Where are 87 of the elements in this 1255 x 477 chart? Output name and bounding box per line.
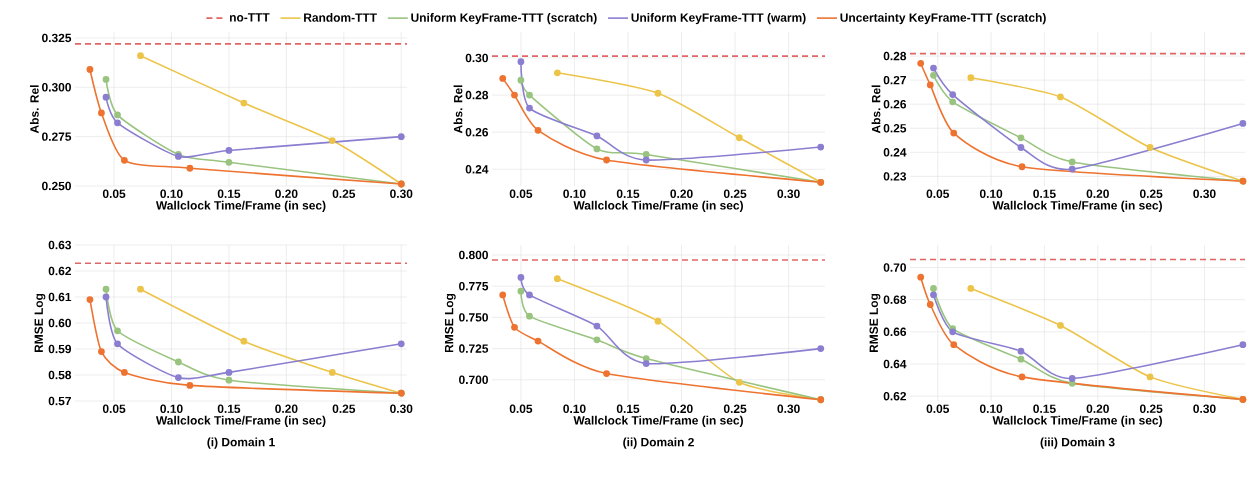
x-tick-label: 0.15 <box>1033 189 1056 198</box>
y-tick-label: 0.26 <box>465 127 489 137</box>
x-tick-label: 0.10 <box>563 189 586 198</box>
y-tick-label: 0.750 <box>459 313 488 322</box>
x-tick-label: 0.30 <box>390 404 413 414</box>
x-tick-label: 0.15 <box>217 189 241 198</box>
x-tick-label: 0.05 <box>509 404 533 413</box>
x-tick-label: 0.10 <box>563 404 586 413</box>
x-tick-label: 0.05 <box>102 189 126 198</box>
y-tick-label: 0.70 <box>883 263 906 272</box>
y-tick-label: 0.28 <box>465 90 489 100</box>
y-tick-label: 0.28 <box>883 51 907 61</box>
x-tick-label: 0.05 <box>102 404 126 413</box>
x-axis-title: Wallclock Time/Frame (in sec) <box>992 200 1162 212</box>
y-tick-label: 0.62 <box>48 266 71 276</box>
x-axis-title: Wallclock Time/Frame (in sec) <box>573 200 743 212</box>
y-tick-label: 0.59 <box>48 344 72 354</box>
y-tick-label: 0.325 <box>42 33 72 43</box>
x-tick-label: 0.25 <box>1139 189 1163 198</box>
y-tick-label: 0.700 <box>459 375 488 385</box>
y-tick-label: 0.27 <box>883 75 906 85</box>
x-tick-label: 0.20 <box>670 189 693 198</box>
x-tick-label: 0.10 <box>979 189 1003 198</box>
x-tick-label: 0.05 <box>926 189 950 198</box>
x-tick-label: 0.20 <box>670 404 693 413</box>
y-axis-title: RMSE Log <box>869 293 881 353</box>
y-axis-title: RMSE Log <box>34 293 46 353</box>
text: (ii) Domain 2 <box>623 437 694 449</box>
x-tick-label: 0.20 <box>275 189 298 198</box>
y-axis-title: RMSE Log <box>444 293 456 353</box>
y-tick-label: 0.26 <box>883 99 907 109</box>
x-tick-label: 0.25 <box>723 189 747 198</box>
x-tick-label: 0.10 <box>160 404 183 413</box>
y-axis-title: Abs. Rel <box>453 85 463 134</box>
text: (i) Domain 1 <box>207 437 275 449</box>
y-tick-label: 0.68 <box>883 295 907 304</box>
x-axis-title: Wallclock Time/Frame (in sec) <box>573 415 743 427</box>
x-tick-label: 0.25 <box>1139 404 1163 413</box>
y-tick-label: 0.60 <box>48 318 71 328</box>
y-axis-title: Abs. Rel <box>29 85 39 134</box>
x-tick-label: 0.20 <box>1086 404 1109 413</box>
legend-label: Uniform KeyFrame-TTT (scratch) <box>411 13 597 25</box>
y-tick-label: 0.63 <box>48 240 72 250</box>
x-tick-label: 0.05 <box>926 404 950 413</box>
x-tick-label: 0.30 <box>777 189 800 199</box>
legend-label: Uncertainty KeyFrame-TTT (scratch) <box>840 13 1046 25</box>
y-tick-label: 0.57 <box>48 396 71 406</box>
x-tick-label: 0.05 <box>509 189 533 198</box>
x-tick-label: 0.15 <box>616 404 640 413</box>
y-tick-label: 0.250 <box>42 181 71 191</box>
x-tick-label: 0.10 <box>979 404 1003 413</box>
x-tick-label: 0.20 <box>1086 189 1109 198</box>
y-axis-title: Abs. Rel <box>871 85 881 134</box>
legend-label: Uniform KeyFrame-TTT (warm) <box>631 13 806 25</box>
x-tick-label: 0.10 <box>160 189 183 198</box>
x-axis-title: Wallclock Time/Frame (in sec) <box>992 415 1162 427</box>
y-tick-label: 0.775 <box>459 281 489 291</box>
y-tick-label: 0.30 <box>465 53 488 63</box>
x-tick-label: 0.15 <box>616 189 640 198</box>
y-tick-label: 0.725 <box>459 344 489 353</box>
y-tick-label: 0.275 <box>42 132 72 141</box>
x-axis-title: Wallclock Time/Frame (in sec) <box>155 200 326 212</box>
x-tick-label: 0.20 <box>275 404 298 413</box>
x-tick-label: 0.30 <box>1193 189 1216 198</box>
y-tick-label: 0.61 <box>48 292 72 302</box>
y-tick-label: 0.24 <box>883 148 907 157</box>
y-tick-label: 0.800 <box>459 250 488 260</box>
y-tick-label: 0.64 <box>883 359 907 369</box>
legend-label: Random-TTT <box>304 13 377 22</box>
y-tick-label: 0.23 <box>883 172 907 181</box>
y-tick-label: 0.25 <box>883 124 907 133</box>
x-tick-label: 0.25 <box>723 404 747 413</box>
x-axis-title: Wallclock Time/Frame (in sec) <box>155 415 326 427</box>
y-tick-label: 0.24 <box>465 165 489 174</box>
x-tick-label: 0.15 <box>217 404 241 413</box>
x-tick-label: 0.25 <box>332 189 356 198</box>
y-tick-label: 0.300 <box>42 83 71 92</box>
x-tick-label: 0.25 <box>332 404 356 413</box>
x-tick-label: 0.30 <box>777 404 800 414</box>
legend-label: no-TTT <box>229 13 270 22</box>
x-tick-label: 0.30 <box>390 189 413 198</box>
text: (iii) Domain 3 <box>1040 437 1115 449</box>
y-tick-label: 0.62 <box>883 391 907 401</box>
y-tick-label: 0.66 <box>883 327 907 337</box>
x-tick-label: 0.30 <box>1193 404 1216 414</box>
x-tick-label: 0.15 <box>1033 404 1056 413</box>
y-tick-label: 0.58 <box>48 370 72 380</box>
